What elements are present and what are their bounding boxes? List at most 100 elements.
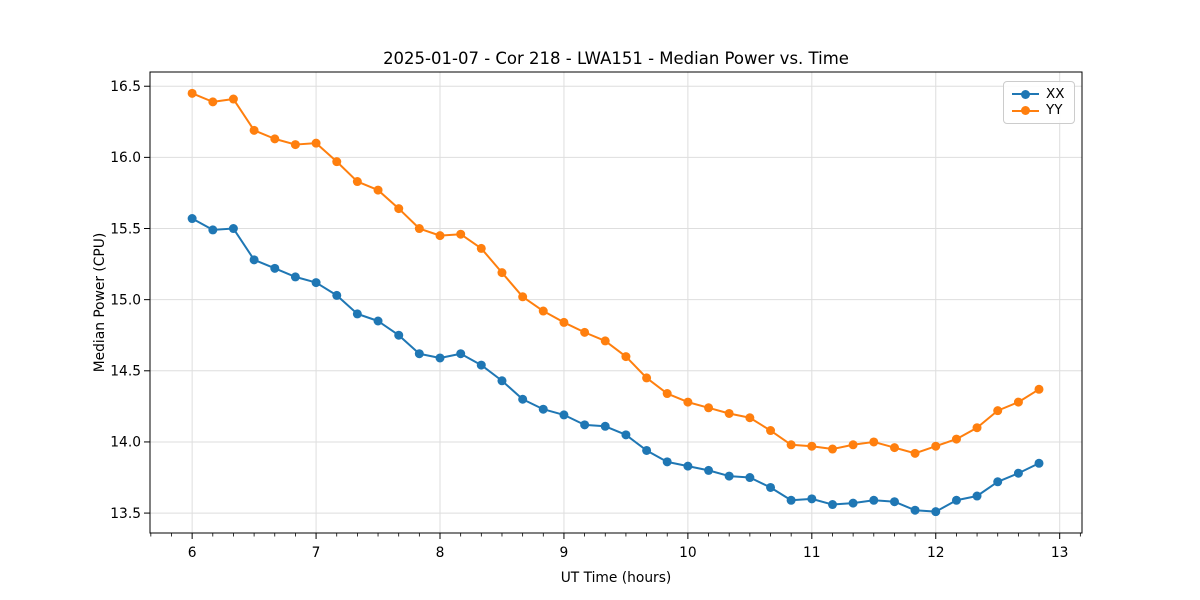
data-point-xx xyxy=(931,507,941,517)
y-tick-label: 15.0 xyxy=(110,292,141,308)
data-point-xx xyxy=(600,421,610,431)
data-point-yy xyxy=(435,231,445,241)
x-tick-label: 10 xyxy=(679,545,697,561)
data-point-xx xyxy=(642,445,652,455)
data-point-yy xyxy=(187,88,197,98)
data-point-yy xyxy=(414,224,424,234)
legend: XX YY xyxy=(1003,81,1075,124)
axis-layer: 6 7 8 9 10 11 12 13 13.5 14.0 14.5 15.0 15.5 16.0 16.5 xyxy=(110,79,1081,561)
data-point-xx xyxy=(435,353,445,363)
data-point-yy xyxy=(972,423,982,433)
data-point-yy xyxy=(931,441,941,451)
data-point-xx xyxy=(910,505,920,515)
x-tick-label: 8 xyxy=(436,545,445,561)
data-point-xx xyxy=(187,214,197,224)
data-point-xx xyxy=(869,495,879,505)
series-line-yy xyxy=(191,92,1040,455)
data-point-yy xyxy=(621,352,631,362)
data-point-yy xyxy=(290,140,300,150)
data-point-yy xyxy=(683,397,693,407)
legend-line-marker-icon xyxy=(1012,106,1039,116)
data-point-yy xyxy=(642,373,652,383)
data-point-yy xyxy=(456,229,466,239)
data-point-yy xyxy=(1013,397,1023,407)
data-point-yy xyxy=(352,177,362,187)
data-point-yy xyxy=(600,336,610,346)
data-point-xx xyxy=(621,430,631,440)
data-point-xx xyxy=(828,500,838,510)
data-point-xx xyxy=(497,376,507,386)
data-point-yy xyxy=(497,268,507,278)
data-point-xx xyxy=(786,495,796,505)
data-point-yy xyxy=(662,389,672,399)
data-point-xx xyxy=(228,224,238,234)
data-point-xx xyxy=(724,471,734,481)
series-line-xx xyxy=(191,217,1040,513)
data-point-xx xyxy=(373,316,383,326)
data-point-xx xyxy=(704,465,714,475)
plot-border xyxy=(149,71,1083,534)
data-point-yy xyxy=(394,204,404,214)
y-tick-label: 16.5 xyxy=(110,79,141,95)
data-point-yy xyxy=(476,243,486,253)
data-point-xx xyxy=(518,394,528,404)
data-point-xx xyxy=(538,404,548,414)
data-point-xx xyxy=(414,349,424,359)
data-point-xx xyxy=(1013,468,1023,478)
data-point-xx xyxy=(476,360,486,370)
data-point-yy xyxy=(828,444,838,454)
data-point-xx xyxy=(332,290,342,300)
series-layer xyxy=(187,88,1044,517)
data-point-xx xyxy=(951,495,961,505)
data-point-yy xyxy=(889,443,899,453)
data-point-yy xyxy=(807,441,817,451)
data-point-yy xyxy=(745,413,755,423)
data-point-yy xyxy=(270,134,280,144)
data-point-xx xyxy=(745,473,755,483)
data-point-yy xyxy=(910,448,920,458)
data-point-xx xyxy=(394,330,404,340)
data-point-xx xyxy=(249,255,259,265)
data-point-yy xyxy=(332,157,342,167)
legend-item-xx: XX xyxy=(1012,86,1066,102)
data-point-xx xyxy=(559,410,569,420)
y-tick-label: 13.5 xyxy=(110,506,141,522)
x-tick-label: 7 xyxy=(312,545,321,561)
x-tick-label: 9 xyxy=(560,545,569,561)
data-point-xx xyxy=(662,457,672,467)
data-point-xx xyxy=(807,494,817,504)
x-tick-label: 12 xyxy=(927,545,945,561)
data-point-yy xyxy=(518,292,528,302)
y-tick-label: 14.0 xyxy=(110,435,141,451)
data-point-yy xyxy=(993,406,1003,416)
data-point-yy xyxy=(848,440,858,450)
legend-line-marker-icon xyxy=(1012,89,1039,99)
data-point-yy xyxy=(704,403,714,413)
data-point-xx xyxy=(352,309,362,319)
data-point-yy xyxy=(228,94,238,104)
legend-label-yy: YY xyxy=(1046,102,1063,118)
data-point-yy xyxy=(869,437,879,447)
legend-item-yy: YY xyxy=(1012,103,1066,119)
data-point-yy xyxy=(786,440,796,450)
x-tick-label: 6 xyxy=(188,545,197,561)
data-point-yy xyxy=(724,408,734,418)
data-point-xx xyxy=(208,225,218,235)
data-point-yy xyxy=(373,185,383,195)
data-point-xx xyxy=(456,349,466,359)
y-axis-label: Median Power (CPU) xyxy=(92,233,108,373)
legend-label-xx: XX xyxy=(1046,85,1065,102)
data-point-xx xyxy=(972,491,982,501)
data-point-yy xyxy=(208,97,218,107)
data-point-xx xyxy=(848,498,858,508)
data-point-yy xyxy=(249,125,259,135)
grid-layer xyxy=(150,72,1082,533)
x-axis-label: UT Time (hours) xyxy=(561,570,672,586)
data-point-yy xyxy=(951,434,961,444)
data-point-yy xyxy=(538,306,548,316)
data-point-yy xyxy=(766,426,776,436)
data-point-xx xyxy=(311,278,321,288)
data-point-yy xyxy=(311,138,321,148)
